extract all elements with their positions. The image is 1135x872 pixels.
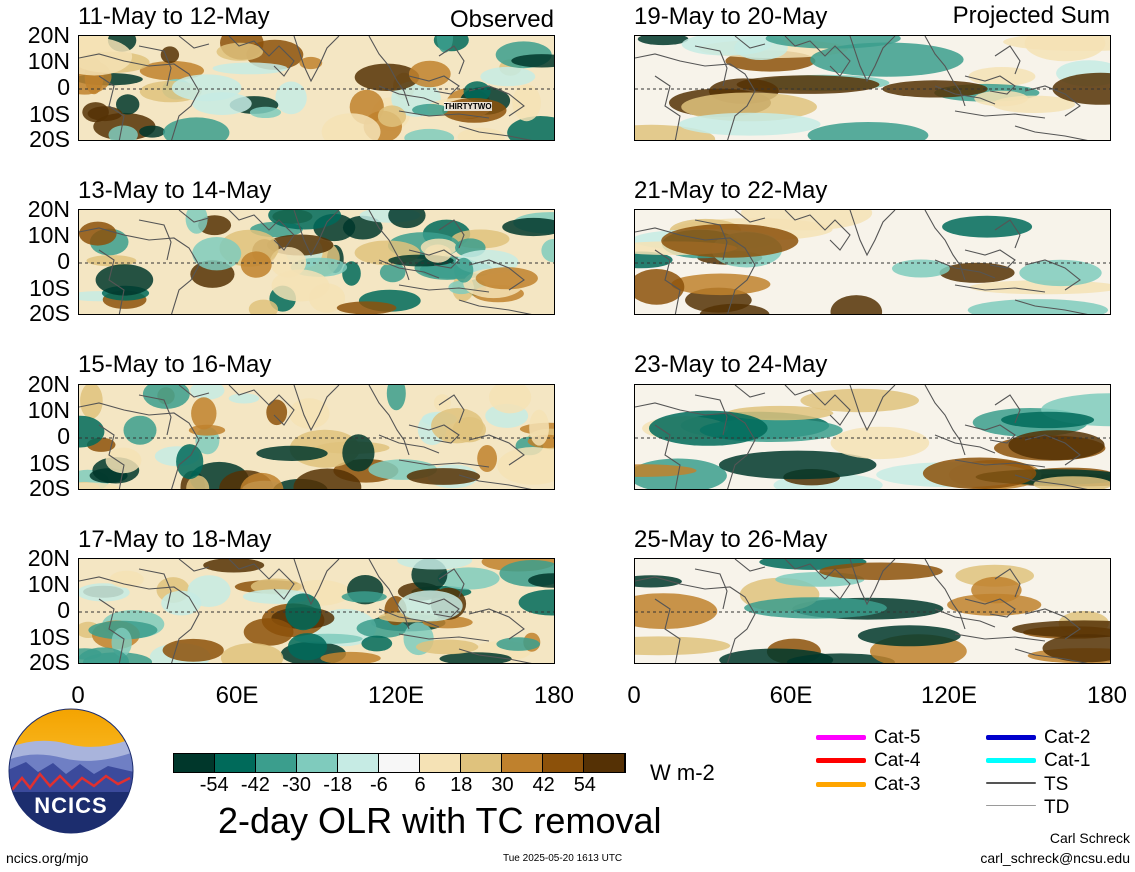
y-tick-label: 20S bbox=[29, 475, 70, 501]
colorbar-swatch bbox=[338, 754, 379, 772]
y-tick-label: 20N bbox=[27, 196, 70, 222]
right-map-panel bbox=[634, 35, 1111, 141]
legend-line bbox=[986, 735, 1036, 740]
colorbar-tick-label: 54 bbox=[573, 774, 596, 796]
panel-title: 21-May to 22-May bbox=[634, 177, 828, 204]
colorbar-tick-label: -42 bbox=[240, 774, 270, 796]
x-tick-label: 180 bbox=[533, 682, 575, 709]
colorbar-tick-label: -54 bbox=[199, 774, 229, 796]
colorbar-tick-label: -6 bbox=[370, 774, 388, 796]
storm-label: THIRTYTWO bbox=[444, 102, 492, 111]
url-link[interactable]: ncics.org/mjo bbox=[6, 850, 89, 866]
y-tick-label: 0 bbox=[57, 423, 70, 449]
y-tick-label: 10S bbox=[29, 275, 70, 301]
right-map-panel bbox=[634, 384, 1111, 490]
colorbar-swatch bbox=[297, 754, 338, 772]
colorbar-swatch bbox=[256, 754, 297, 772]
y-tick-label: 20N bbox=[27, 545, 70, 571]
legend-line bbox=[816, 782, 866, 787]
author-name: Carl Schreck bbox=[1049, 830, 1130, 846]
panel-title: 23-May to 24-May bbox=[634, 351, 828, 378]
y-tick-label: 10S bbox=[29, 624, 70, 650]
y-tick-label: 10N bbox=[27, 571, 70, 597]
legend-label: TD bbox=[1044, 797, 1070, 818]
colorbar-tick-label: 18 bbox=[450, 774, 473, 796]
legend-line bbox=[986, 758, 1036, 763]
legend-line bbox=[986, 782, 1036, 784]
projected-sum-tag: Projected Sum bbox=[952, 2, 1110, 29]
left-map-panel bbox=[78, 209, 555, 315]
colorbar-tick-label: 42 bbox=[532, 774, 555, 796]
x-tick-label: 120E bbox=[920, 682, 978, 709]
panel-title: 11-May to 12-May bbox=[78, 3, 270, 30]
left-map-panel bbox=[78, 35, 555, 141]
panel-title: 19-May to 20-May bbox=[634, 3, 828, 30]
y-tick-label: 10S bbox=[29, 101, 70, 127]
y-tick-label: 20S bbox=[29, 649, 70, 675]
colorbar bbox=[173, 753, 626, 773]
left-map-panel bbox=[78, 384, 555, 490]
legend-label: Cat-1 bbox=[1044, 750, 1091, 771]
y-tick-label: 0 bbox=[57, 74, 70, 100]
right-map-panel bbox=[634, 558, 1111, 664]
x-tick-label: 120E bbox=[367, 682, 425, 709]
ncics-logo: NCICS bbox=[8, 708, 134, 834]
colorbar-swatch bbox=[584, 754, 625, 772]
y-tick-label: 20N bbox=[27, 22, 70, 48]
right-map-panel bbox=[634, 209, 1111, 315]
colorbar-swatch bbox=[420, 754, 461, 772]
y-tick-label: 20S bbox=[29, 126, 70, 152]
legend-label: TS bbox=[1044, 774, 1069, 795]
panel-title: 13-May to 14-May bbox=[78, 177, 272, 204]
y-tick-label: 0 bbox=[57, 248, 70, 274]
y-tick-label: 10N bbox=[27, 397, 70, 423]
y-tick-label: 20N bbox=[27, 371, 70, 397]
observed-tag: Observed bbox=[449, 6, 554, 33]
legend-line bbox=[816, 735, 866, 740]
y-tick-label: 10S bbox=[29, 450, 70, 476]
x-tick-label: 180 bbox=[1086, 682, 1128, 709]
y-tick-label: 20S bbox=[29, 300, 70, 326]
left-map-panel bbox=[78, 558, 555, 664]
panel-title: 25-May to 26-May bbox=[634, 526, 828, 553]
x-tick-label: 0 bbox=[627, 682, 641, 709]
panel-title: 15-May to 16-May bbox=[78, 351, 272, 378]
colorbar-tick-label: -18 bbox=[323, 774, 353, 796]
colorbar-swatch bbox=[215, 754, 256, 772]
x-tick-label: 60E bbox=[769, 682, 813, 709]
y-tick-label: 10N bbox=[27, 222, 70, 248]
main-title: 2-day OLR with TC removal bbox=[218, 800, 662, 841]
legend-label: Cat-5 bbox=[874, 727, 921, 748]
colorbar-swatch bbox=[502, 754, 543, 772]
colorbar-swatch bbox=[461, 754, 502, 772]
panel-title: 17-May to 18-May bbox=[78, 526, 272, 553]
y-tick-label: 10N bbox=[27, 48, 70, 74]
legend-line bbox=[986, 805, 1036, 806]
legend-line bbox=[816, 758, 866, 763]
colorbar-units: W m-2 bbox=[650, 760, 715, 785]
author-email[interactable]: carl_schreck@ncsu.edu bbox=[980, 850, 1130, 866]
legend-label: Cat-3 bbox=[874, 774, 921, 795]
colorbar-tick-label: 6 bbox=[414, 774, 426, 796]
colorbar-swatch bbox=[543, 754, 584, 772]
colorbar-swatch bbox=[174, 754, 215, 772]
logo-text: NCICS bbox=[34, 793, 108, 818]
y-tick-label: 0 bbox=[57, 597, 70, 623]
timestamp: Tue 2025-05-20 1613 UTC bbox=[503, 853, 623, 864]
colorbar-tick-label: -30 bbox=[282, 774, 311, 796]
legend-label: Cat-4 bbox=[874, 750, 921, 771]
legend-label: Cat-2 bbox=[1044, 727, 1091, 748]
colorbar-swatch bbox=[379, 754, 420, 772]
colorbar-tick-label: 30 bbox=[491, 774, 514, 796]
x-tick-label: 0 bbox=[71, 682, 85, 709]
x-tick-label: 60E bbox=[215, 682, 259, 709]
